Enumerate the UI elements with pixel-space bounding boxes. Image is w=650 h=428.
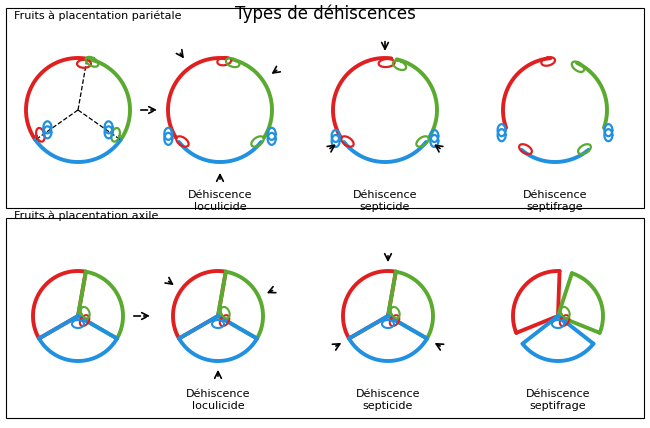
Text: Fruits à placentation pariétale: Fruits à placentation pariétale — [14, 10, 181, 21]
Text: Déhiscence
septicide: Déhiscence septicide — [356, 389, 421, 410]
Bar — [6, 218, 644, 418]
Text: Déhiscence
loculicide: Déhiscence loculicide — [186, 389, 250, 410]
Bar — [6, 8, 644, 208]
Text: Déhiscence
septicide: Déhiscence septicide — [353, 190, 417, 211]
Text: Déhiscence
loculicide: Déhiscence loculicide — [188, 190, 252, 211]
Text: Déhiscence
septifrage: Déhiscence septifrage — [523, 190, 587, 211]
Text: Fruits à placentation axile: Fruits à placentation axile — [14, 210, 159, 220]
Text: Types de déhiscences: Types de déhiscences — [235, 4, 415, 23]
Text: Déhiscence
septifrage: Déhiscence septifrage — [526, 389, 590, 410]
